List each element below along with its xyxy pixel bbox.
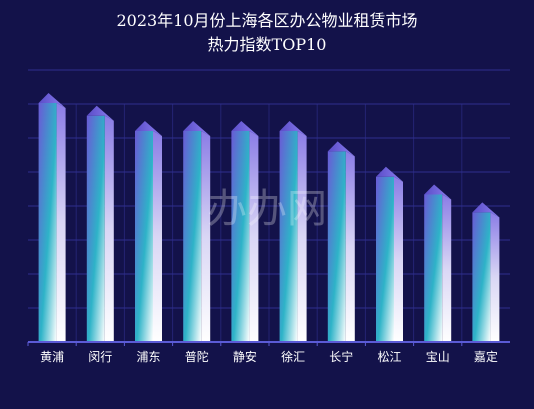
bar-宝山 — [424, 184, 452, 342]
x-tick-label: 闵行 — [88, 349, 112, 364]
bar-side — [442, 194, 452, 342]
bar-长宁 — [327, 141, 355, 342]
x-tick-label: 松江 — [377, 350, 401, 364]
bar-top — [424, 184, 452, 200]
bar-松江 — [376, 166, 403, 342]
bar-top — [376, 166, 403, 182]
bar-top — [327, 141, 355, 157]
bar-front — [38, 103, 57, 343]
x-tick-label: 静安 — [233, 349, 257, 364]
bar-side — [394, 176, 403, 342]
bar-top — [279, 121, 307, 137]
bar-front — [327, 151, 346, 342]
x-tick-label: 浦东 — [136, 350, 160, 364]
bar-普陀 — [183, 121, 211, 342]
x-tick-label: 嘉定 — [474, 349, 498, 364]
chart-title: 2023年10月份上海各区办公物业租赁市场 — [116, 11, 417, 30]
bar-top — [231, 121, 259, 137]
watermark: 办办网 — [207, 186, 327, 232]
bar-side — [297, 131, 307, 342]
x-tick-label: 长宁 — [329, 349, 353, 364]
x-tick-label: 黄浦 — [40, 350, 64, 364]
bar-黄浦 — [38, 93, 66, 343]
bars — [38, 93, 500, 343]
bar-top — [135, 121, 162, 137]
bar-嘉定 — [472, 202, 500, 342]
bar-side — [201, 131, 211, 342]
bar-front — [135, 131, 153, 342]
bar-side — [490, 212, 500, 342]
bar-side — [345, 151, 355, 342]
bar-front — [183, 131, 202, 342]
bar-top — [472, 202, 500, 218]
bar-front — [231, 131, 250, 342]
bar-top — [38, 93, 66, 109]
bar-徐汇 — [279, 121, 307, 342]
x-tick-labels: 黄浦 闵行 浦东 普陀 静安 徐汇 长宁 松江 宝山 嘉定 — [27, 342, 498, 364]
chart-subtitle: 热力指数TOP10 — [208, 35, 327, 54]
bar-静安 — [231, 121, 259, 342]
bar-side — [153, 131, 162, 342]
bar-front — [279, 131, 298, 342]
x-tick-label: 宝山 — [426, 350, 450, 364]
bar-side — [104, 115, 114, 342]
bar-side — [56, 103, 66, 343]
bar-top — [86, 105, 114, 121]
bar-front — [86, 115, 105, 342]
bar-front — [472, 212, 491, 342]
bar-front — [376, 176, 394, 342]
bar-top — [183, 121, 211, 137]
bar-front — [424, 194, 443, 342]
bar-闵行 — [86, 105, 114, 342]
x-tick-label: 徐汇 — [281, 349, 305, 364]
bar-浦东 — [135, 121, 162, 342]
bar-side — [249, 131, 259, 342]
x-tick-label: 普陀 — [185, 349, 209, 364]
